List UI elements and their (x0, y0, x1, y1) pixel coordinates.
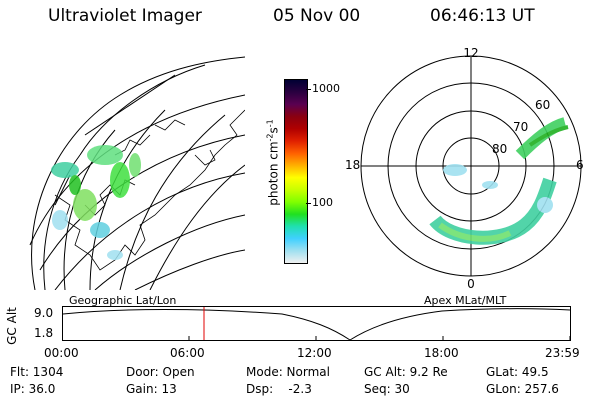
polar-plot: 12 0 18 6 60 70 80 (345, 46, 584, 290)
geographic-map (29, 56, 245, 290)
x-tick-2359: 23:59 (545, 346, 580, 360)
info-ip: IP: 36.0 (10, 382, 56, 396)
x-tick-1800: 18:00 (424, 346, 459, 360)
time-label: 06:46:13 UT (430, 6, 535, 26)
date-label: 05 Nov 00 (273, 6, 361, 26)
info-glon: GLon: 257.6 (486, 382, 559, 396)
x-tick-1200: 12:00 (297, 346, 332, 360)
colorbar-tick-mark-mid (306, 203, 311, 204)
polar-label-top: 12 (463, 46, 478, 60)
colorbar-unit-label: photon cm-2s-1 (266, 88, 281, 238)
altitude-y-high: 9.0 (34, 306, 54, 320)
polar-lat-60: 60 (535, 98, 550, 112)
colorbar-gradient (285, 80, 307, 263)
info-glat: GLat: 49.5 (486, 365, 549, 379)
colorbar (284, 79, 308, 264)
polar-label-right: 6 (576, 158, 584, 172)
info-flt: Flt: 1304 (10, 365, 64, 379)
altitude-plot (62, 306, 571, 341)
polar-label-left: 18 (345, 158, 360, 172)
globe-limb (31, 56, 245, 290)
colorbar-unit-exp2: -1 (265, 119, 275, 128)
altitude-plot-frame (62, 306, 571, 341)
x-tick-0600: 06:00 (170, 346, 205, 360)
instrument-title: Ultraviolet Imager (48, 6, 202, 26)
altitude-y-low: 1.8 (34, 326, 54, 340)
info-door: Door: Open (126, 365, 195, 379)
colorbar-tick-mark-high (306, 89, 311, 90)
aurora-emission-geographic (51, 145, 141, 260)
altitude-ylabel: GC Alt (4, 307, 19, 345)
altitude-curve (62, 308, 571, 341)
polar-lat-70: 70 (513, 120, 528, 134)
info-gain: Gain: 13 (126, 382, 177, 396)
info-dsp: Dsp: -2.3 (246, 382, 312, 396)
colorbar-unit-text: photon cm (266, 141, 281, 206)
info-gcalt: GC Alt: 9.2 Re (364, 365, 448, 379)
colorbar-tick-high: 1000 (312, 82, 340, 95)
x-tick-0000: 00:00 (44, 346, 79, 360)
info-seq: Seq: 30 (364, 382, 410, 396)
polar-label-bottom: 0 (467, 277, 475, 290)
colorbar-tick-mid: 100 (312, 196, 333, 209)
apex-label: Apex MLat/MLT (424, 294, 507, 307)
polar-lat-80: 80 (492, 142, 507, 156)
info-mode: Mode: Normal (246, 365, 330, 379)
colorbar-unit-s: s (266, 127, 281, 134)
aurora-oval (429, 117, 569, 245)
colorbar-unit-exp1: -2 (265, 133, 275, 142)
geographic-label: Geographic Lat/Lon (69, 294, 177, 307)
coastline (54, 109, 245, 271)
